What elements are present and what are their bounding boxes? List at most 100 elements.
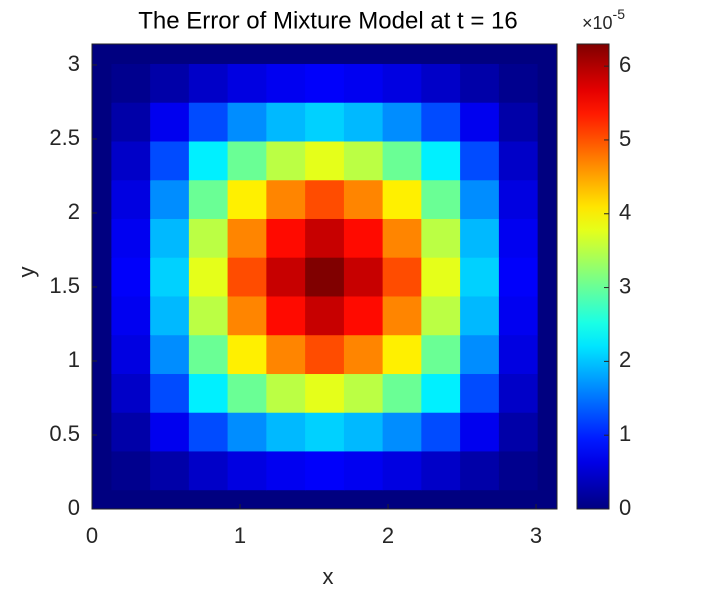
heat-cell — [150, 450, 190, 491]
heat-cell — [498, 450, 539, 491]
heat-cell — [111, 102, 151, 142]
heat-cell — [150, 489, 190, 509]
heat-cell — [498, 295, 539, 336]
multiplier-base: ×10 — [582, 13, 613, 33]
heat-cell — [188, 373, 229, 413]
heat-cell — [382, 102, 422, 142]
y-tick-label: 1 — [68, 347, 80, 372]
heat-cell — [111, 295, 151, 336]
y-tick-label: 2.5 — [49, 125, 80, 150]
heat-cell — [227, 412, 267, 452]
heat-cell — [343, 179, 384, 219]
heat-cell — [266, 412, 306, 452]
heat-cell — [382, 295, 422, 336]
heat-cell — [343, 412, 384, 452]
heat-cell — [305, 218, 345, 258]
heat-cell — [305, 179, 345, 219]
heat-cell — [227, 489, 267, 509]
colorbar-tick-label: 6 — [619, 52, 631, 77]
heat-cell — [92, 489, 112, 509]
heat-cell — [111, 63, 151, 103]
heat-cell — [266, 179, 306, 219]
heat-cell — [382, 334, 422, 375]
heat-cell — [343, 140, 384, 181]
heat-cell — [421, 373, 461, 413]
heat-cell — [498, 257, 539, 297]
heat-cell — [92, 450, 112, 491]
heat-cell — [537, 63, 557, 103]
heat-cell — [421, 102, 461, 142]
heat-cell — [343, 334, 384, 375]
heat-cell — [305, 102, 345, 142]
heat-cell — [498, 489, 539, 509]
heat-cell — [92, 102, 112, 142]
colorbar-multiplier: ×10-5 — [582, 6, 625, 33]
heat-cell — [188, 218, 229, 258]
heat-cell — [266, 218, 306, 258]
heat-cell — [421, 450, 461, 491]
heat-cell — [421, 179, 461, 219]
heat-cell — [266, 373, 306, 413]
heat-cell — [227, 218, 267, 258]
heat-cell — [382, 489, 422, 509]
heat-cell — [227, 44, 267, 64]
heat-cell — [305, 257, 345, 297]
heat-cell — [92, 412, 112, 452]
heat-cell — [150, 218, 190, 258]
heat-cell — [305, 489, 345, 509]
y-tick-label: 1.5 — [49, 273, 80, 298]
y-axis-label: y — [14, 267, 39, 278]
heat-cell — [498, 140, 539, 181]
x-axis-label: x — [323, 564, 334, 589]
heat-cell — [382, 257, 422, 297]
heat-cell — [498, 373, 539, 413]
heat-cell — [92, 63, 112, 103]
heat-cell — [266, 63, 306, 103]
heat-cell — [460, 140, 500, 181]
heat-cell — [460, 218, 500, 258]
heat-cell — [188, 179, 229, 219]
heat-cell — [498, 63, 539, 103]
heat-cell — [227, 63, 267, 103]
heat-cell — [266, 44, 306, 64]
colorbar-tick-label: 4 — [619, 200, 631, 225]
heat-cell — [343, 257, 384, 297]
colorbar-tick-label: 3 — [619, 273, 631, 298]
heat-cell — [111, 218, 151, 258]
heat-cell — [305, 373, 345, 413]
heat-cell — [188, 489, 229, 509]
heat-cell — [421, 44, 461, 64]
heat-cell — [305, 63, 345, 103]
heat-cell — [537, 218, 557, 258]
heat-cell — [150, 63, 190, 103]
heatmap — [92, 44, 557, 509]
heat-cell — [537, 102, 557, 142]
heat-cell — [537, 179, 557, 219]
heat-cell — [188, 44, 229, 64]
heat-cell — [92, 179, 112, 219]
heat-cell — [111, 140, 151, 181]
heat-cell — [382, 140, 422, 181]
heat-cell — [537, 295, 557, 336]
heat-cell — [92, 218, 112, 258]
heat-cell — [460, 334, 500, 375]
colorbar-tick-label: 5 — [619, 126, 631, 151]
x-tick-label: 2 — [382, 523, 394, 548]
heat-cell — [150, 412, 190, 452]
heat-cell — [305, 140, 345, 181]
heat-cell — [227, 373, 267, 413]
heat-cell — [227, 102, 267, 142]
heat-cell — [266, 295, 306, 336]
y-tick-label: 2 — [68, 199, 80, 224]
heat-cell — [188, 102, 229, 142]
heat-cell — [92, 334, 112, 375]
heat-cell — [150, 44, 190, 64]
heat-cell — [382, 44, 422, 64]
heat-cell — [150, 373, 190, 413]
heat-cell — [227, 295, 267, 336]
heat-cell — [343, 489, 384, 509]
heat-cell — [498, 44, 539, 64]
heat-cell — [421, 334, 461, 375]
heat-cell — [382, 450, 422, 491]
